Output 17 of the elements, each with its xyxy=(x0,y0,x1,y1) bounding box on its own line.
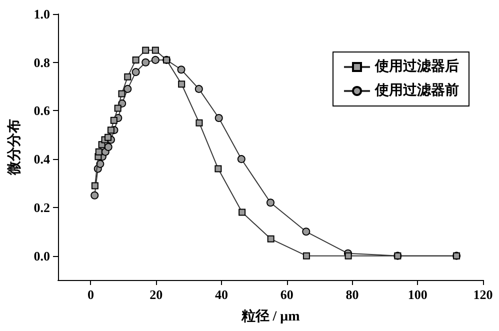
y-tick-label: 0.8 xyxy=(34,54,50,70)
y-tick-label: 0.6 xyxy=(34,103,50,118)
x-tick-label: 40 xyxy=(214,287,228,302)
x-tick-label: 20 xyxy=(150,287,163,302)
legend-label: 使用过滤器后 xyxy=(374,58,459,74)
x-tick-label: 120 xyxy=(473,287,493,302)
legend-label: 使用过滤器前 xyxy=(374,82,459,98)
y-tick-label: 1.0 xyxy=(34,6,50,22)
x-tick-label: 100 xyxy=(408,287,428,302)
y-tick-label: 0.0 xyxy=(34,248,50,264)
x-tick-label: 80 xyxy=(346,287,359,302)
y-tick-label: 0.4 xyxy=(34,152,50,167)
x-tick-label: 0 xyxy=(87,287,94,302)
x-tick-label: 60 xyxy=(280,287,294,302)
x-axis-title: 粒径 / μm xyxy=(240,308,300,324)
y-tick-label: 0.2 xyxy=(34,200,50,215)
y-axis-title: 微分分布 xyxy=(6,119,22,176)
